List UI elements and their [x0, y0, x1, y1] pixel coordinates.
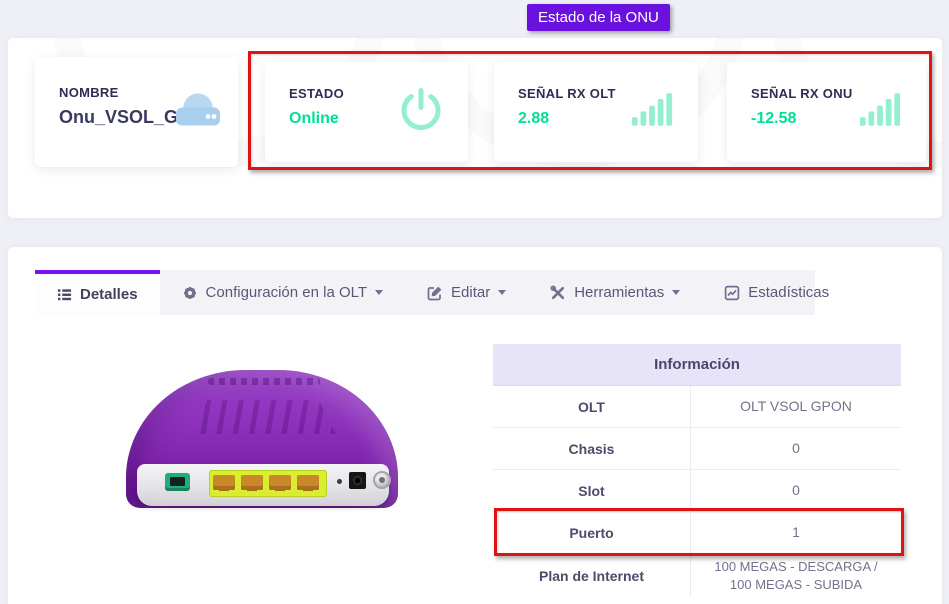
power-jack [349, 472, 366, 489]
row-value: 0 [792, 482, 800, 499]
estado-label: ESTADO [289, 86, 345, 101]
router-front-ports [137, 464, 391, 506]
table-row-plan: Plan de Internet 100 MEGAS - DESCARGA / … [493, 554, 901, 598]
senal-rx-olt-label: SEÑAL RX OLT [518, 86, 616, 101]
senal-rx-onu-label: SEÑAL RX ONU [751, 86, 853, 101]
tab-herramientas[interactable]: Herramientas [528, 270, 702, 315]
row-label: Chasis [493, 428, 691, 469]
modem-icon [174, 91, 222, 134]
tab-editar[interactable]: Editar [405, 270, 528, 315]
lan-ports [209, 470, 327, 497]
tab-label: Configuración en la OLT [205, 284, 368, 301]
table-row-puerto: Puerto 1 [493, 512, 901, 554]
chart-icon [724, 285, 740, 301]
row-value: 100 MEGAS - DESCARGA / 100 MEGAS - SUBID… [714, 559, 878, 592]
senal-rx-olt-card: SEÑAL RX OLT 2.88 [494, 62, 698, 162]
page-title-badge: Estado de la ONU [527, 4, 670, 31]
row-value: 1 [792, 524, 800, 541]
fiber-port [165, 473, 190, 491]
chevron-down-icon [375, 290, 384, 295]
table-row-slot: Slot 0 [493, 470, 901, 512]
signal-bars-icon [630, 91, 674, 134]
tab-label: Herramientas [574, 284, 665, 301]
chevron-down-icon [498, 290, 507, 295]
rj45-port [241, 475, 263, 491]
tab-label: Estadísticas [748, 284, 830, 301]
senal-rx-onu-value: -12.58 [751, 110, 797, 127]
table-row-chasis: Chasis 0 [493, 428, 901, 470]
tab-label: Detalles [80, 286, 138, 303]
estado-value: Online [289, 110, 339, 127]
power-icon [398, 87, 444, 138]
rj45-port [269, 475, 291, 491]
router-vent [208, 378, 320, 385]
edit-icon [427, 285, 443, 301]
router-vent [190, 400, 336, 434]
reset-pinhole [337, 479, 342, 484]
name-card: NOMBRE Onu_VSOL_GPON [35, 57, 238, 167]
table-row-olt: OLT OLT VSOL GPON [493, 386, 901, 428]
row-label: OLT [493, 386, 691, 427]
informacion-table: Información OLT OLT VSOL GPON Chasis 0 S… [493, 344, 901, 598]
row-label: Plan de Internet [493, 554, 691, 598]
tab-bar: Detalles Configuración en la OLT Editar [35, 270, 829, 315]
senal-rx-onu-card: SEÑAL RX ONU -12.58 [727, 62, 926, 162]
tools-icon [550, 284, 566, 301]
table-header: Información [493, 344, 901, 386]
tab-detalles[interactable]: Detalles [35, 270, 160, 315]
chevron-down-icon [672, 290, 681, 295]
tab-label: Editar [451, 284, 491, 301]
rj45-port [213, 475, 235, 491]
rj45-port [297, 475, 319, 491]
router-image [124, 368, 402, 516]
senal-rx-olt-value: 2.88 [518, 110, 550, 127]
tab-configuracion-olt[interactable]: Configuración en la OLT [160, 270, 405, 315]
row-label: Puerto [493, 512, 691, 553]
signal-bars-icon [858, 91, 902, 134]
gear-icon [182, 285, 198, 301]
coax-connector [373, 471, 391, 489]
tab-estadisticas[interactable]: Estadísticas [702, 270, 851, 315]
list-icon [57, 287, 72, 302]
name-card-label: NOMBRE [59, 85, 119, 100]
row-value: 0 [792, 440, 800, 457]
row-value: OLT VSOL GPON [740, 398, 852, 415]
row-label: Slot [493, 470, 691, 511]
estado-card: ESTADO Online [265, 62, 468, 162]
